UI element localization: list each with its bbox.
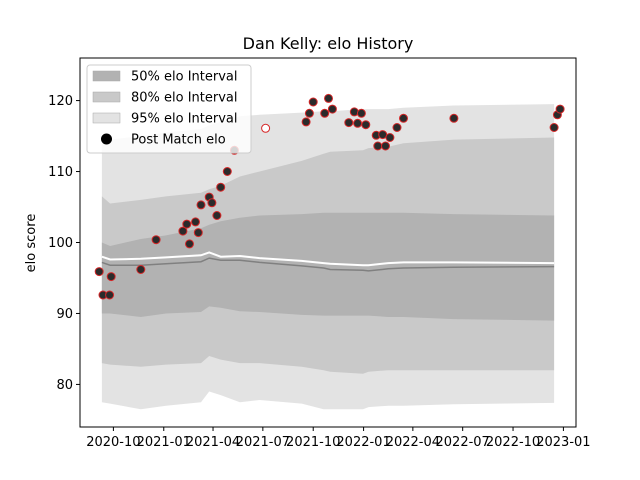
data-point [136, 265, 146, 274]
x-tick-label: 2022-04 [386, 435, 440, 450]
x-tick-label: 2022-01 [336, 435, 390, 450]
legend-label: 50% elo Interval [131, 70, 238, 85]
legend-marker [101, 133, 112, 145]
interval-band-50 [101, 212, 555, 321]
data-point [196, 200, 206, 210]
data-point [304, 108, 314, 118]
y-tick-label: 110 [48, 165, 73, 180]
data-point [216, 182, 226, 192]
data-point [399, 113, 408, 123]
data-point [222, 167, 232, 176]
legend-swatch [92, 112, 121, 124]
data-point [344, 118, 354, 128]
legend: 50% elo Interval 80% elo Interval 95% elo … [86, 64, 252, 154]
y-tick-label: 120 [48, 94, 73, 109]
x-tick-label: 2022-07 [436, 435, 490, 450]
x-tick-label: 2022-10 [486, 435, 540, 450]
data-point [105, 290, 115, 300]
data-point [178, 226, 188, 236]
data-points [94, 93, 565, 300]
legend-swatch [92, 70, 121, 82]
x-tick-label: 2020-10 [86, 435, 140, 450]
trend-lines [101, 251, 555, 272]
y-tick-label: 80 [56, 378, 73, 393]
legend-label: Post Match elo [131, 133, 226, 148]
data-point [349, 107, 359, 117]
y-tick-label: 100 [48, 236, 73, 251]
mean-line [101, 251, 555, 267]
data-point [308, 97, 318, 107]
legend-label: 95% elo Interval [131, 112, 238, 127]
median-line [101, 257, 555, 272]
x-tick-label: 2021-04 [186, 435, 240, 450]
plot-area [79, 57, 577, 428]
data-point [324, 93, 333, 103]
data-point [94, 267, 104, 277]
y-axis-label: elo score [24, 214, 39, 273]
x-tick-label: 2021-10 [286, 435, 340, 450]
data-point [151, 235, 161, 245]
y-tick-label: 90 [56, 307, 73, 322]
chart-title: Dan Kelly: elo History [243, 34, 414, 53]
data-point [207, 198, 217, 208]
data-point [301, 117, 311, 127]
data-point [449, 113, 459, 123]
data-point [106, 272, 116, 282]
data-point [356, 108, 366, 118]
legend-swatch [92, 91, 121, 103]
data-point [381, 141, 390, 151]
data-point [261, 123, 271, 133]
data-point [549, 123, 559, 132]
interval-bands [101, 104, 555, 410]
data-point [191, 217, 200, 227]
data-point [185, 239, 194, 249]
legend-box [86, 64, 252, 154]
data-point [555, 104, 565, 114]
y-axis: 80 90 100 110 120 [48, 94, 80, 393]
data-point [212, 211, 222, 220]
x-tick-label: 2021-01 [137, 435, 191, 450]
data-point [361, 120, 371, 130]
data-point [385, 133, 395, 142]
data-point [193, 228, 203, 238]
data-point [320, 108, 330, 118]
data-point [373, 141, 383, 151]
x-tick-label: 2021-07 [236, 435, 290, 450]
legend-label: 80% elo Interval [131, 91, 238, 106]
data-point [353, 118, 363, 128]
x-tick-label: 2023-01 [536, 435, 590, 450]
data-point [392, 123, 402, 132]
x-axis: 2020-102021-012021-042021-072021-102022-… [86, 427, 591, 450]
data-point [182, 219, 192, 229]
data-point [327, 104, 337, 114]
